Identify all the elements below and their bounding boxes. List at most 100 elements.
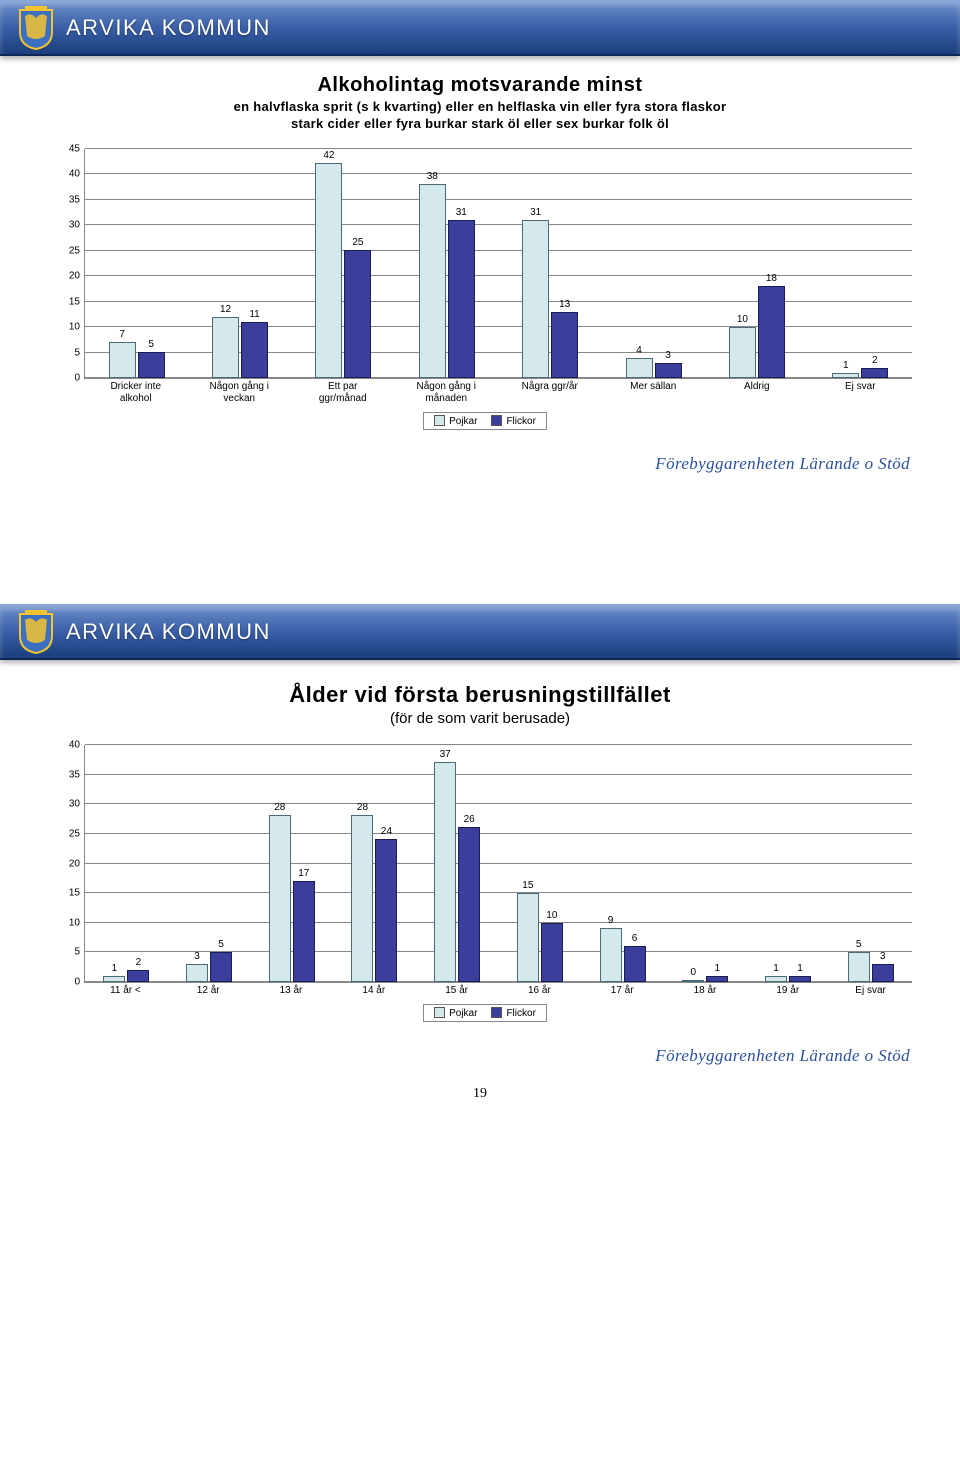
bar-value-label: 3 — [194, 951, 200, 962]
xlabel: 18 år — [664, 983, 747, 997]
bar-value-label: 38 — [427, 171, 438, 182]
bar-value-label: 13 — [559, 299, 570, 310]
xlabel: Mer sällan — [602, 379, 706, 404]
xlabel: 13 år — [250, 983, 333, 997]
xlabel: Aldrig — [705, 379, 809, 404]
chart2: 0510152025303540123528172824372615109601… — [50, 739, 920, 995]
chart1: 0510152025303540457512114225383131134310… — [50, 143, 920, 403]
bar-value-label: 15 — [522, 880, 533, 891]
xlabel: 19 år — [746, 983, 829, 997]
chart1-wrap: 0510152025303540457512114225383131134310… — [0, 135, 960, 436]
footer-note-1: Förebyggarenheten Lärande o Stöd — [0, 454, 910, 474]
bar-value-label: 5 — [218, 939, 224, 950]
xlabel: 17 år — [581, 983, 664, 997]
bar-value-label: 2 — [136, 957, 142, 968]
xlabel: 11 år < — [84, 983, 167, 997]
category-group: 2824 — [333, 745, 416, 982]
category-group: 2817 — [250, 745, 333, 982]
bar-flickor: 5 — [138, 352, 165, 378]
bar-flickor: 18 — [758, 286, 785, 378]
bar-flickor: 3 — [655, 363, 682, 378]
slide-1: ARVIKA KOMMUN Alkoholintag motsvarande m… — [0, 0, 960, 474]
xlabel: 14 år — [332, 983, 415, 997]
ytick-label: 15 — [69, 888, 85, 899]
xlabels-row: Dricker intealkoholNågon gång iveckanEtt… — [84, 379, 912, 404]
bar-value-label: 4 — [636, 345, 642, 356]
brand-text: ARVIKA KOMMUN — [66, 619, 271, 645]
bar-value-label: 9 — [608, 915, 614, 926]
chart2-subtitle: (för de som varit berusade) — [40, 710, 920, 727]
legend-item-flickor: Flickor — [491, 415, 535, 427]
category-group: 12 — [809, 149, 912, 378]
category-group: 1211 — [188, 149, 291, 378]
xlabel: Ej svar — [829, 983, 912, 997]
bar-pojkar: 1 — [832, 373, 859, 378]
brand-text: ARVIKA KOMMUN — [66, 15, 271, 41]
bar-flickor: 26 — [458, 827, 480, 982]
swatch-icon — [491, 415, 502, 426]
bar-pojkar: 0 — [682, 980, 704, 982]
category-group: 11 — [747, 745, 830, 982]
xlabel: Ett parggr/månad — [291, 379, 395, 404]
ytick-label: 25 — [69, 245, 85, 256]
ytick-label: 40 — [69, 169, 85, 180]
bar-pojkar: 7 — [109, 342, 136, 378]
bar-pojkar: 28 — [269, 815, 291, 982]
chart1-title: Alkoholintag motsvarande minst — [40, 74, 920, 97]
bar-flickor: 10 — [541, 923, 563, 983]
chart1-subtitle2: stark cider eller fyra burkar stark öl e… — [40, 116, 920, 131]
bar-value-label: 28 — [357, 802, 368, 813]
page-number: 19 — [0, 1086, 960, 1102]
bar-pojkar: 3 — [186, 964, 208, 982]
bar-value-label: 11 — [249, 309, 259, 320]
legend-item-pojkar: Pojkar — [434, 1007, 477, 1019]
xlabel: 12 år — [167, 983, 250, 997]
bar-pojkar: 12 — [212, 317, 239, 378]
category-group: 12 — [85, 745, 168, 982]
ytick-label: 10 — [69, 917, 85, 928]
chart2-legend: Pojkar Flickor — [50, 1003, 920, 1022]
bar-flickor: 3 — [872, 964, 894, 982]
bar-flickor: 2 — [861, 368, 888, 378]
xlabel: 15 år — [415, 983, 498, 997]
bar-value-label: 7 — [119, 329, 125, 340]
swatch-icon — [434, 415, 445, 426]
category-group: 53 — [829, 745, 912, 982]
bar-flickor: 1 — [706, 976, 728, 982]
bar-value-label: 1 — [797, 963, 803, 974]
bar-flickor: 1 — [789, 976, 811, 982]
legend-item-pojkar: Pojkar — [434, 415, 477, 427]
bar-pojkar: 37 — [434, 762, 456, 982]
swatch-icon — [491, 1007, 502, 1018]
ytick-label: 45 — [69, 144, 85, 155]
bar-value-label: 26 — [464, 814, 475, 825]
ytick-label: 20 — [69, 858, 85, 869]
bar-value-label: 37 — [440, 749, 451, 760]
bar-flickor: 6 — [624, 946, 646, 982]
plot-area: 0510152025303540123528172824372615109601… — [84, 745, 912, 983]
bar-flickor: 25 — [344, 250, 371, 378]
bar-pojkar: 38 — [419, 184, 446, 378]
bar-value-label: 18 — [766, 273, 777, 284]
legend-item-flickor: Flickor — [491, 1007, 535, 1019]
bar-value-label: 3 — [665, 350, 671, 361]
plot-area: 0510152025303540457512114225383131134310… — [84, 149, 912, 379]
category-group: 96 — [581, 745, 664, 982]
bar-value-label: 10 — [737, 314, 748, 325]
xlabel: Dricker intealkohol — [84, 379, 188, 404]
bar-value-label: 10 — [546, 910, 557, 921]
ytick-label: 20 — [69, 271, 85, 282]
bar-flickor: 11 — [241, 322, 268, 378]
bar-value-label: 1 — [112, 963, 118, 974]
category-group: 4225 — [292, 149, 395, 378]
chart1-legend: Pojkar Flickor — [50, 411, 920, 430]
bar-value-label: 1 — [714, 963, 720, 974]
bar-pojkar: 42 — [315, 163, 342, 378]
bar-value-label: 3 — [880, 951, 886, 962]
bar-value-label: 0 — [690, 967, 696, 978]
bar-value-label: 6 — [632, 933, 638, 944]
bar-pojkar: 10 — [729, 327, 756, 378]
legend-box: Pojkar Flickor — [423, 1004, 547, 1022]
legend-box: Pojkar Flickor — [423, 412, 547, 430]
ytick-label: 30 — [69, 799, 85, 810]
